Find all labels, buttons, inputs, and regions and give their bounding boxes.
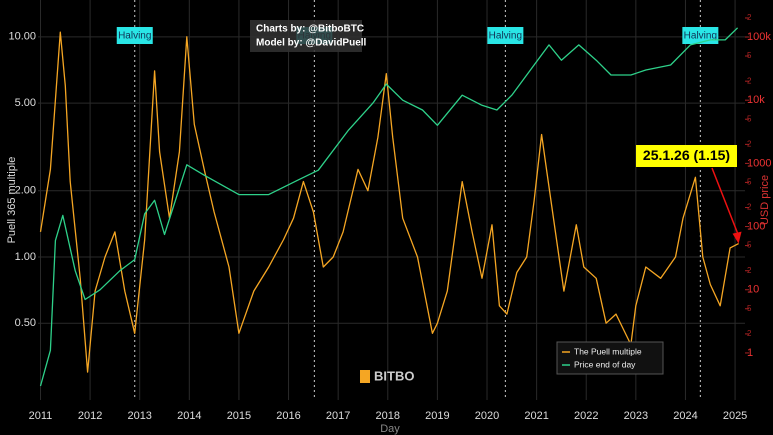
y2-tick-label: 1 (747, 347, 753, 359)
y-tick-label: 0.50 (15, 317, 36, 329)
halving-label: Halving (118, 31, 151, 42)
x-tick-label: 2011 (29, 410, 53, 422)
callout-arrowhead (732, 231, 742, 244)
legend-label: Price end of day (574, 359, 636, 369)
callout-text: 25.1.26 (1.15) (643, 147, 730, 163)
callout-box (636, 145, 737, 167)
y2-tick-label: 100 (747, 220, 765, 232)
y2-tick-label: 2 (747, 329, 752, 338)
y-axis-label: Puell 365 multiple (6, 157, 18, 244)
y2-tick-label: 2 (747, 203, 752, 212)
y-tick-label: 5.00 (15, 97, 36, 109)
x-tick-label: 2015 (227, 410, 251, 422)
logo-icon (360, 370, 370, 383)
series-line (39, 27, 739, 387)
y2-tick-label: 100k (747, 31, 771, 43)
y2-tick-label: 2 (747, 139, 752, 148)
halving-label: Halving (489, 31, 522, 42)
y2-tick-label: 10 (747, 284, 759, 296)
y-tick-label: 10.00 (8, 31, 36, 43)
y2-tick-label: 2 (747, 266, 752, 275)
x-tick-label: 2020 (475, 410, 499, 422)
x-tick-label: 2022 (574, 410, 598, 422)
legend-box (556, 341, 664, 375)
x-tick-label: 2014 (177, 410, 201, 422)
x-tick-label: 2021 (524, 410, 548, 422)
legend-label: The Puell multiple (574, 346, 642, 356)
x-tick-label: 2017 (326, 410, 350, 422)
y2-tick-label: 5 (747, 304, 752, 313)
y-tick-label: 1.00 (15, 251, 36, 263)
watermark: BITBO (374, 368, 414, 383)
x-tick-label: 2012 (78, 410, 102, 422)
x-tick-label: 2013 (127, 410, 151, 422)
y2-tick-label: 1000 (747, 157, 771, 169)
y2-tick-label: 5 (747, 114, 752, 123)
y2-tick-label: 2 (747, 76, 752, 85)
y2-tick-label: 5 (747, 51, 752, 60)
callout-arrow (711, 167, 740, 236)
x-tick-label: 2018 (376, 410, 400, 422)
y2-tick-label: 5 (747, 178, 752, 187)
halving-label: Halving (684, 31, 717, 42)
credits-text: Charts by: @BitboBTC (256, 24, 364, 35)
y2-axis-label: USD price (759, 175, 771, 225)
y2-tick-label: 5 (747, 241, 752, 250)
x-tick-label: 2016 (276, 410, 300, 422)
credits-box (250, 20, 362, 52)
halving-badge (116, 27, 153, 44)
halving-badge (487, 27, 524, 44)
y2-tick-label: 2 (747, 13, 752, 22)
x-tick-label: 2023 (624, 410, 648, 422)
y2-tick-label: 10k (747, 94, 765, 106)
series-line (39, 31, 739, 373)
y-tick-label: 2.00 (15, 185, 36, 197)
x-tick-label: 2025 (723, 410, 747, 422)
x-tick-label: 2019 (425, 410, 449, 422)
x-tick-label: 2024 (673, 410, 697, 422)
credits-text: Model by: @DavidPuell (256, 38, 367, 49)
x-axis-label: Day (380, 423, 400, 435)
